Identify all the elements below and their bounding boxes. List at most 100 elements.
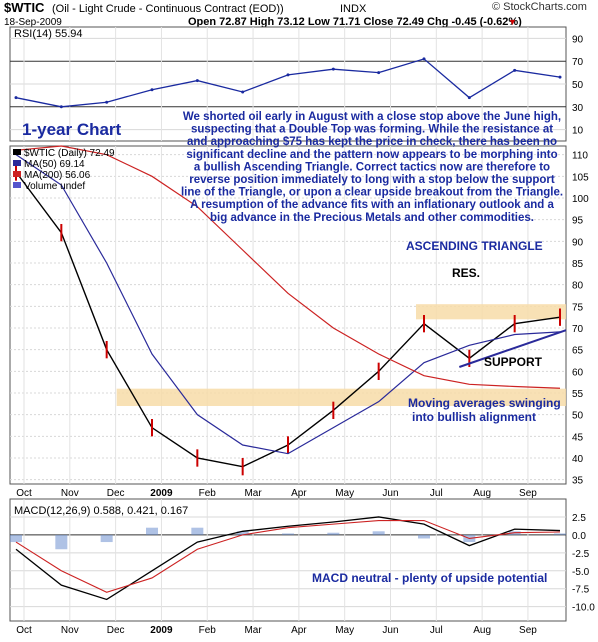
support-band — [116, 388, 567, 406]
rsi-point — [14, 96, 18, 100]
commentary-text: We shorted oil early in August with a cl… — [181, 111, 563, 224]
macd-histogram-bar — [327, 532, 340, 535]
x-tick-label: Aug — [473, 625, 491, 636]
x-tick-label: Dec — [107, 625, 125, 636]
commentary-line: A resumption of the advance fits with an… — [190, 199, 554, 211]
support-label: SUPPORT — [484, 355, 543, 369]
rsi-tick-label: 10 — [572, 126, 584, 137]
legend-entry: Volume undef — [24, 181, 85, 192]
macd-tick-label: -7.5 — [572, 585, 590, 596]
legend-swatch — [13, 149, 21, 155]
macd-tick-label: -2.5 — [572, 549, 590, 560]
x-tick-label: Jun — [382, 625, 398, 636]
resistance-label: RES. — [452, 266, 480, 280]
x-tick-label: May — [335, 625, 354, 636]
macd-histogram-bar — [191, 527, 204, 535]
rsi-point — [195, 79, 199, 83]
rsi-point — [513, 68, 517, 72]
support-resistance-bands — [116, 304, 567, 406]
x-tick-label: Jul — [430, 488, 443, 499]
x-tick-label: Apr — [291, 488, 307, 499]
macd-histogram-bar — [10, 534, 22, 543]
price-tick-label: 35 — [572, 476, 584, 487]
x-tick-label: Mar — [244, 625, 262, 636]
x-tick-label: Aug — [473, 488, 491, 499]
commentary-line: We shorted oil early in August with a cl… — [183, 111, 561, 123]
x-tick-label: Feb — [199, 625, 217, 636]
down-arrow-icon: ▼ — [508, 17, 517, 27]
price-tick-label: 95 — [572, 216, 584, 227]
commentary-line: reverse position immediately to long wit… — [189, 174, 555, 186]
rsi-point — [467, 96, 471, 100]
legend-entry: MA(50) 69.14 — [24, 159, 85, 170]
x-tick-label: Jun — [382, 488, 398, 499]
commentary-line: and approaching $75 has kept the price i… — [187, 136, 557, 148]
commentary-line: big advance in the Precious Metals and o… — [210, 212, 534, 224]
x-tick-label: Oct — [16, 625, 32, 636]
commentary-line: significant decline and the pattern now … — [186, 149, 557, 161]
price-series — [15, 145, 567, 476]
x-tick-label: Feb — [199, 488, 217, 499]
rsi-point — [105, 100, 109, 104]
triangle-support-line — [459, 329, 567, 368]
commentary-line: line of the Triangle, or upon a clear up… — [181, 187, 563, 199]
price-tick-label: 40 — [572, 454, 584, 465]
rsi-point — [59, 105, 63, 109]
commentary-line: a bullish Ascending Triangle. Correct ta… — [194, 161, 550, 173]
rsi-label: RSI(14) 55.94 — [14, 28, 82, 40]
symbol: $WTIC — [4, 0, 45, 15]
legend-entry: MA(200) 56.06 — [24, 170, 91, 181]
price-tick-label: 105 — [572, 172, 589, 183]
macd-label: MACD(12,26,9) 0.588, 0.421, 0.167 — [14, 505, 188, 517]
price-tick-label: 75 — [572, 302, 584, 313]
x-tick-label: May — [335, 488, 354, 499]
x-tick-label: Dec — [107, 488, 125, 499]
rsi-tick-label: 70 — [572, 57, 584, 68]
price-tick-label: 45 — [572, 432, 584, 443]
macd-histogram-bar — [282, 533, 294, 535]
rsi-point — [241, 90, 245, 94]
rsi-point — [377, 71, 381, 75]
macd-histogram-bar — [554, 533, 566, 535]
legend-entry: $WTIC (Daily) 72.49 — [24, 148, 115, 159]
brand: © StockCharts.com — [492, 1, 587, 13]
x-tick-label: Oct — [16, 488, 32, 499]
x-tick-label: Sep — [519, 488, 537, 499]
price-tick-label: 55 — [572, 389, 584, 400]
commentary-line: suspecting that a Double Top was forming… — [191, 124, 553, 136]
x-tick-label: 2009 — [150, 488, 173, 499]
chart-period-label: 1-year Chart — [22, 120, 122, 139]
rsi-tick-label: 50 — [572, 80, 584, 91]
rsi-point — [331, 67, 335, 71]
series-line-2 — [15, 145, 561, 389]
chart-date: 18-Sep-2009 — [4, 17, 62, 28]
ma-note-line-1: Moving averages swinging — [408, 396, 561, 410]
legend-swatch — [13, 160, 21, 166]
rsi-point — [286, 73, 290, 77]
macd-indicator — [10, 516, 566, 601]
rsi-point — [558, 75, 562, 79]
resistance-band — [416, 304, 566, 320]
macd-histogram-bar — [55, 534, 68, 550]
macd-histogram-bar — [100, 534, 113, 543]
price-tick-label: 100 — [572, 194, 589, 205]
legend-swatch — [13, 171, 21, 177]
rsi-point — [150, 88, 154, 92]
ma-note-line-2: into bullish alignment — [412, 410, 536, 424]
x-tick-label: Mar — [244, 488, 262, 499]
macd-histogram-bar — [236, 531, 249, 535]
x-tick-label: 2009 — [150, 625, 173, 636]
macd-histogram-bar — [146, 527, 158, 535]
macd-tick-label: -10.0 — [572, 603, 595, 614]
x-tick-label: Sep — [519, 625, 537, 636]
price-tick-label: 60 — [572, 367, 584, 378]
price-tick-label: 50 — [572, 411, 584, 422]
price-tick-label: 110 — [572, 151, 588, 162]
quote-line: Open 72.87 High 73.12 Low 71.71 Close 72… — [188, 16, 522, 28]
macd-note: MACD neutral - plenty of upside potentia… — [312, 571, 547, 585]
price-tick-label: 80 — [572, 281, 584, 292]
rsi-indicator — [14, 57, 562, 109]
x-tick-label: Nov — [61, 488, 79, 499]
